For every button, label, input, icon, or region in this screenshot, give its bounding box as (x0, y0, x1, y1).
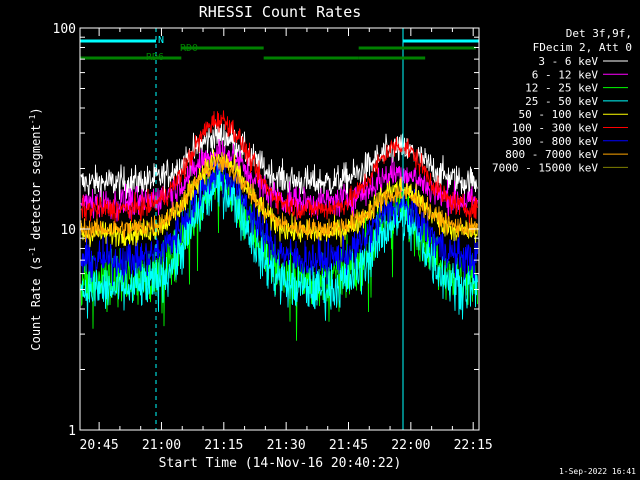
x-tick-label: 21:15 (204, 438, 243, 453)
x-axis: 20:45 21:00 21:15 21:30 21:45 22:00 22:15 (80, 28, 493, 453)
bar-label-rd6: RD6 (146, 52, 164, 63)
legend-item-label: 100 - 300 keV (512, 122, 598, 135)
y-axis-title-part2: detector segment (29, 124, 43, 247)
series-line-5 (80, 110, 478, 223)
x-tick-label: 21:30 (267, 438, 306, 453)
x-tick-label: 22:15 (454, 438, 493, 453)
chart-title: RHESSI Count Rates (199, 3, 362, 21)
y-axis-title-part1: Count Rate (s (29, 257, 43, 351)
y-axis: 1 10 100 (53, 22, 479, 439)
x-tick-label: 20:45 (80, 438, 119, 453)
series-line-6 (80, 161, 478, 287)
x-axis-title: Start Time (14-Nov-16 20:40:22) (159, 456, 402, 471)
plot-timestamp: 1-Sep-2022 16:41 (559, 467, 636, 476)
bar-label-rd0: RD0 (180, 43, 198, 54)
y-axis-title-part3: ) (29, 107, 43, 114)
legend-item-label: 300 - 800 keV (512, 135, 598, 148)
y-axis-title-sup1: -1 (28, 247, 37, 257)
y-tick-label: 10 (60, 223, 76, 238)
bar-label-n: N (158, 35, 164, 46)
legend-item-label: 800 - 7000 keV (505, 148, 598, 161)
legend-item-label: 7000 - 15000 keV (492, 161, 598, 174)
y-axis-title-sup2: -1 (28, 114, 37, 124)
series-line-7 (80, 153, 478, 243)
legend-header-2: FDecim 2, Att 0 (533, 41, 632, 54)
x-tick-label: 21:00 (142, 438, 181, 453)
x-tick-label: 22:00 (391, 438, 430, 453)
x-tick-label: 21:45 (329, 438, 368, 453)
legend-item-label: 50 - 100 keV (519, 108, 599, 121)
legend-item-label: 3 - 6 keV (538, 55, 598, 68)
series-line-0 (80, 119, 478, 204)
y-tick-label: 100 (53, 22, 76, 37)
y-axis-title: Count Rate (s-1 detector segment-1) (28, 107, 43, 350)
y-tick-label: 1 (68, 424, 76, 439)
legend-header-1: Det 3f,9f, (566, 27, 632, 40)
legend-item-label: 12 - 25 keV (525, 82, 598, 95)
legend-item-label: 6 - 12 keV (532, 68, 599, 81)
legend-item-label: 25 - 50 keV (525, 95, 598, 108)
